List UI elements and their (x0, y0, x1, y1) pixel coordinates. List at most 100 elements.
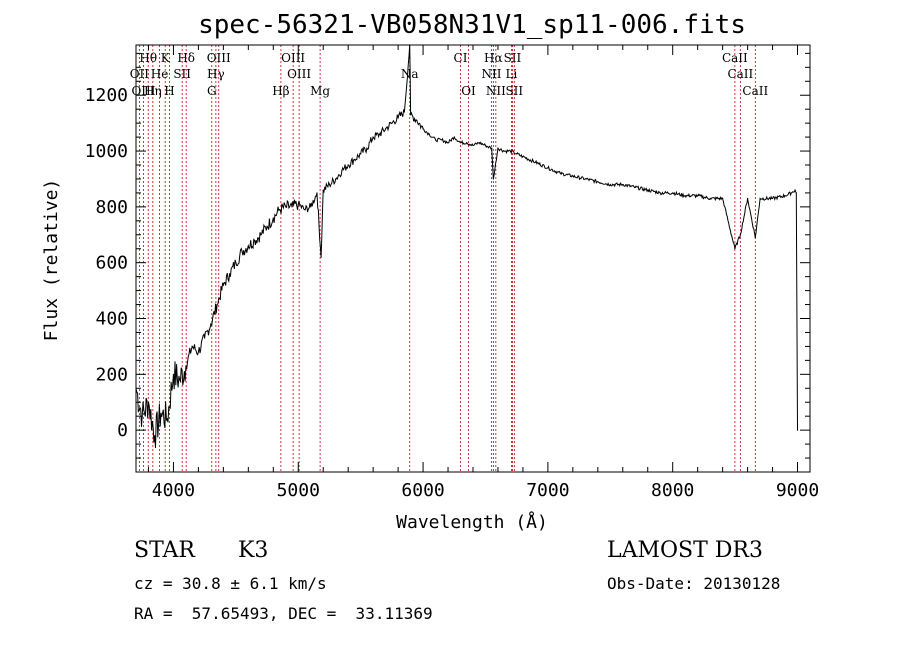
line-label: G (207, 84, 217, 98)
spectrum-layer (135, 44, 799, 449)
data-point (160, 412, 162, 414)
data-point (166, 418, 168, 420)
line-label: OI (461, 84, 476, 98)
data-point (503, 150, 505, 152)
line-label: CaII (742, 84, 768, 98)
data-point (722, 197, 724, 200)
data-point (746, 197, 749, 200)
line-label: Hα (484, 51, 503, 65)
data-point (739, 234, 741, 236)
line-label: SII (505, 84, 523, 98)
data-point (191, 345, 193, 348)
data-point (253, 239, 256, 241)
line-label: SII (173, 67, 191, 81)
data-point (509, 150, 512, 152)
data-point (141, 415, 143, 417)
data-point (416, 119, 418, 121)
line-label: SII (504, 51, 522, 65)
line-label: OII (130, 67, 150, 81)
data-point (497, 147, 499, 149)
y-tick-label: 200 (95, 364, 128, 385)
data-point (453, 136, 455, 138)
y-tick-label: 1200 (85, 85, 128, 106)
line-label: Hη (144, 84, 162, 98)
data-point (484, 144, 487, 147)
data-point (734, 248, 736, 250)
data-point (597, 181, 599, 183)
plot-frame (135, 44, 811, 473)
x-axis-label: Wavelength (Å) (396, 511, 548, 533)
line-label: OIII (287, 67, 311, 81)
data-point (303, 209, 306, 211)
spectrum-line (135, 44, 798, 449)
data-point (796, 429, 799, 431)
line-label: OIII (281, 51, 305, 65)
data-point (754, 236, 756, 239)
data-point (572, 175, 574, 177)
data-point (360, 153, 362, 155)
data-point (428, 133, 430, 135)
data-point (185, 365, 187, 367)
data-point (316, 192, 318, 194)
data-point (441, 139, 443, 141)
y-tick-label: 1000 (85, 141, 128, 162)
data-point (472, 144, 474, 147)
data-point (322, 189, 324, 191)
line-label: Hδ (177, 51, 195, 65)
line-label: K (161, 51, 171, 65)
data-point (522, 156, 524, 158)
data-point (353, 158, 356, 161)
axis-ticks: 4000 5000 6000 7000 8000 9000 0 200 400 600 800 100… (85, 45, 819, 501)
data-point (247, 245, 249, 247)
data-point (197, 351, 200, 353)
data-point (491, 147, 493, 149)
line-label: CI (454, 51, 468, 65)
data-point (422, 128, 424, 130)
line-label: Hθ (139, 51, 157, 65)
data-point (266, 225, 268, 228)
x-tick-label: 5000 (277, 480, 320, 501)
redshift-readout: cz = 30.8 ± 6.1 km/s (134, 574, 327, 593)
data-point (147, 401, 150, 403)
data-point (210, 323, 212, 325)
line-label: Hγ (207, 67, 225, 81)
data-point (584, 178, 586, 180)
data-point (634, 186, 636, 188)
data-point (478, 142, 480, 144)
data-point (659, 192, 661, 194)
data-point (297, 203, 299, 205)
x-tick-label: 7000 (526, 480, 569, 501)
line-label: Li (506, 67, 518, 81)
y-axis-label: Flux (relative) (41, 179, 62, 342)
data-point (229, 273, 231, 275)
data-point (684, 195, 686, 197)
data-point (647, 189, 649, 191)
line-label: CaII (722, 51, 748, 65)
data-point (385, 128, 387, 130)
x-tick-label: 6000 (401, 480, 444, 501)
survey-name: LAMOST DR3 (607, 538, 763, 563)
data-point (222, 284, 224, 286)
y-tick-label: 0 (117, 420, 128, 441)
y-tick-label: 400 (95, 309, 128, 330)
obs-date: Obs-Date: 20130128 (607, 574, 781, 593)
data-point (409, 114, 412, 116)
data-point (771, 197, 774, 200)
spectral-line-markers (138, 45, 756, 472)
data-point (784, 195, 786, 197)
data-point (709, 197, 711, 200)
ra-dec-readout: RA = 57.65493, DEC = 33.11369 (134, 604, 433, 623)
data-point (622, 183, 624, 186)
line-label: NII (486, 84, 506, 98)
data-point (794, 189, 796, 191)
data-point (204, 337, 206, 339)
chart-title: spec-56321-VB058N31V1_sp11-006.fits (198, 10, 746, 40)
data-point (347, 164, 349, 166)
data-point (795, 192, 797, 194)
line-label: H (164, 84, 174, 98)
data-point (459, 142, 462, 144)
object-subclass: K3 (238, 538, 269, 563)
data-point (434, 139, 437, 141)
data-point (672, 192, 674, 194)
